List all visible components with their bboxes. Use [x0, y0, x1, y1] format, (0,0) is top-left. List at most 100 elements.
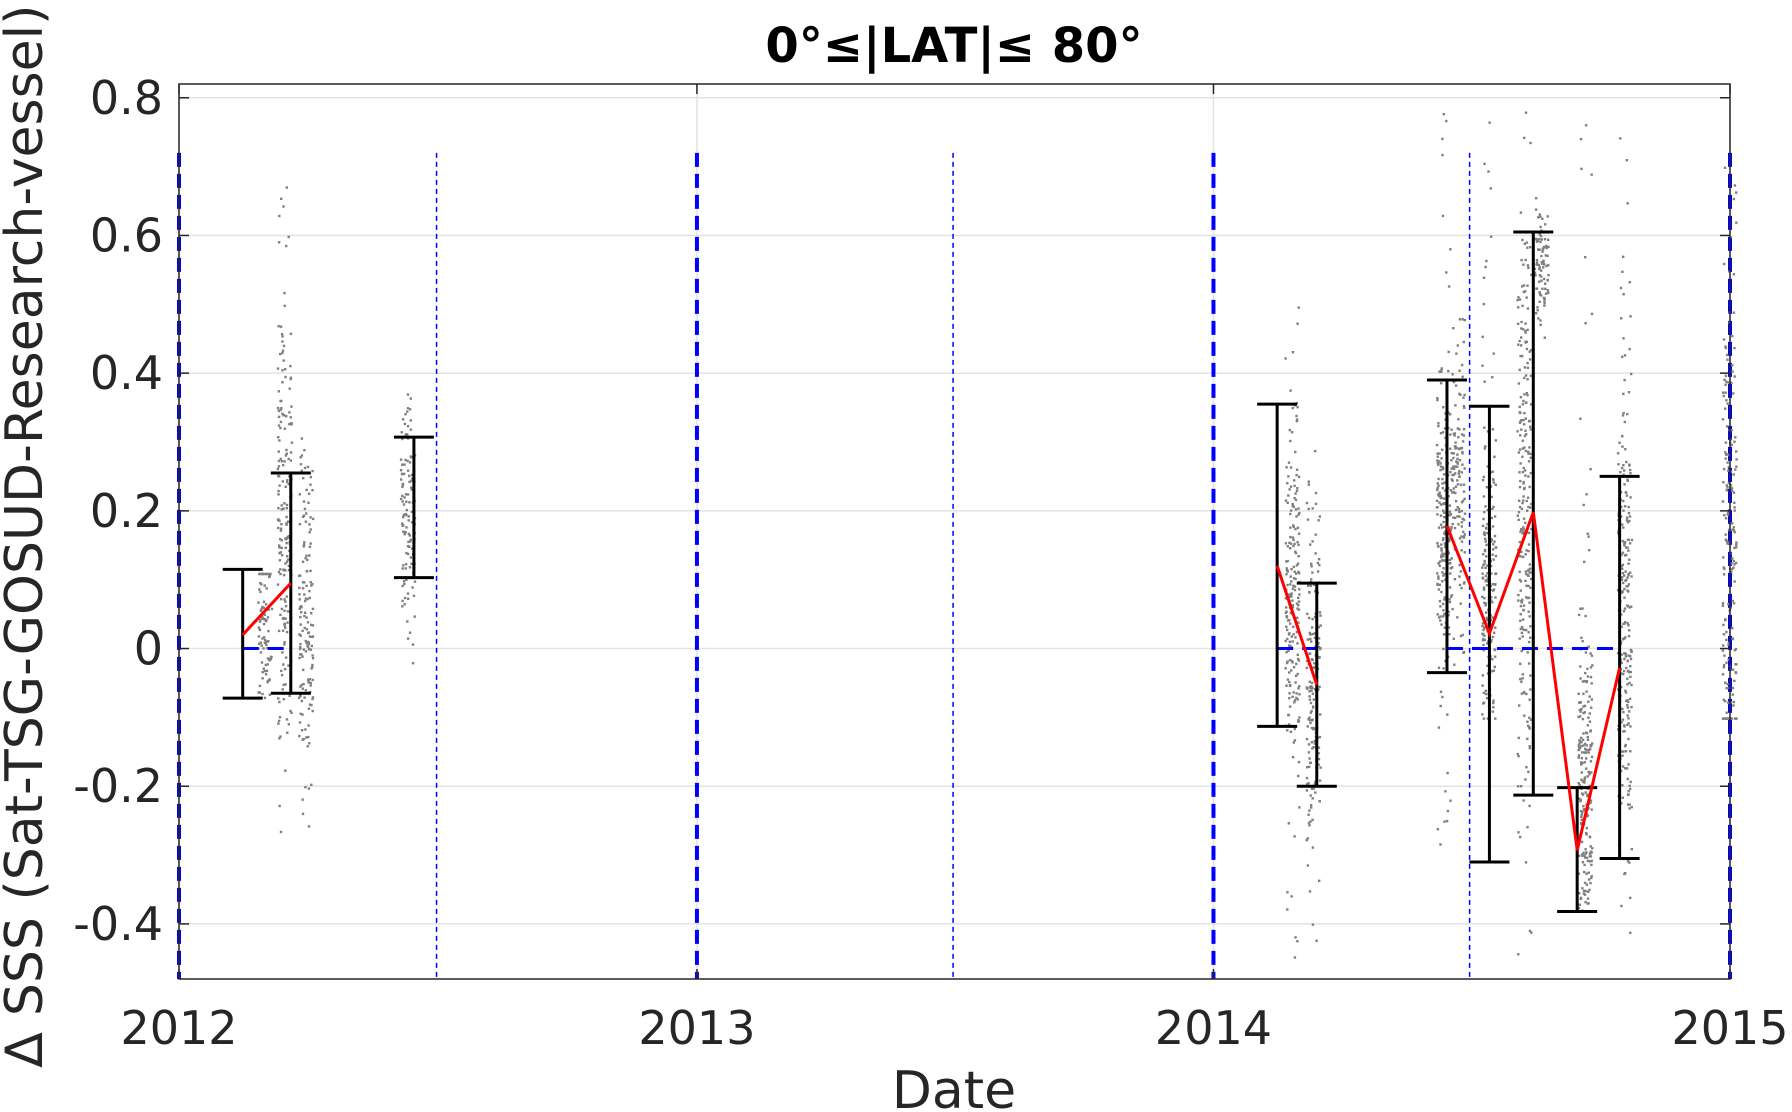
- scatter-point: [1527, 724, 1530, 727]
- scatter-point: [410, 486, 413, 489]
- scatter-point: [299, 712, 302, 715]
- scatter-point: [1730, 429, 1733, 432]
- scatter-point: [1443, 820, 1446, 823]
- scatter-point: [409, 419, 412, 422]
- scatter-point: [1521, 501, 1524, 505]
- scatter-point: [1461, 633, 1464, 637]
- scatter-point: [1449, 413, 1452, 416]
- scatter-point: [306, 621, 310, 624]
- scatter-point: [1525, 499, 1528, 503]
- scatter-point: [1494, 572, 1497, 576]
- scatter-point: [1517, 296, 1520, 299]
- scatter-point: [1460, 540, 1464, 543]
- scatter-point: [301, 581, 305, 584]
- scatter-point: [403, 533, 406, 536]
- scatter-point: [1732, 491, 1736, 494]
- scatter-point: [1619, 471, 1622, 474]
- scatter-point: [1578, 742, 1581, 745]
- scatter-point: [301, 629, 304, 633]
- scatter-point: [1438, 599, 1442, 603]
- scatter-point: [1529, 688, 1532, 691]
- scatter-point: [1290, 580, 1293, 583]
- scatter-point: [311, 696, 315, 699]
- scatter-point: [1724, 717, 1727, 720]
- scatter-point: [1306, 725, 1309, 728]
- scatter-point: [264, 663, 267, 667]
- scatter-point: [1536, 239, 1540, 242]
- scatter-point: [1584, 791, 1587, 794]
- scatter-point: [1627, 793, 1630, 796]
- scatter-point: [1543, 304, 1546, 307]
- scatter-point: [1586, 667, 1589, 670]
- scatter-point: [1732, 311, 1736, 314]
- scatter-point: [1530, 502, 1533, 506]
- scatter-point: [280, 197, 283, 200]
- scatter-point: [1436, 828, 1440, 831]
- scatter-point: [1442, 502, 1445, 505]
- scatter-point: [1437, 477, 1440, 481]
- scatter-point: [1438, 495, 1441, 498]
- scatter-point: [1534, 274, 1537, 277]
- scatter-point: [298, 721, 302, 724]
- scatter-point: [1484, 604, 1487, 607]
- scatter-point: [1722, 556, 1725, 559]
- scatter-point: [1587, 716, 1590, 719]
- scatter-point: [1630, 538, 1634, 542]
- scatter-point: [408, 474, 411, 478]
- scatter-point: [1310, 741, 1314, 744]
- scatter-point: [305, 488, 308, 492]
- scatter-point: [1585, 680, 1589, 683]
- scatter-point: [1527, 450, 1530, 453]
- scatter-point: [1443, 525, 1446, 528]
- scatter-point: [1539, 215, 1542, 218]
- x-tick-label: 2013: [638, 1001, 755, 1055]
- scatter-point: [1521, 304, 1524, 308]
- scatter-point: [1297, 570, 1300, 574]
- scatter-point: [1524, 521, 1527, 524]
- scatter-point: [1537, 263, 1541, 267]
- scatter-point: [1438, 564, 1441, 568]
- scatter-point: [1292, 505, 1295, 508]
- scatter-point: [1626, 478, 1629, 481]
- scatter-point: [1458, 470, 1461, 473]
- scatter-point: [1731, 627, 1734, 630]
- scatter-point: [1577, 744, 1580, 747]
- scatter-point: [1629, 750, 1632, 753]
- scatter-point: [402, 503, 406, 506]
- scatter-point: [285, 541, 288, 545]
- scatter-point: [1289, 389, 1292, 392]
- scatter-point: [1584, 124, 1588, 127]
- scatter-point: [1447, 540, 1451, 543]
- scatter-point: [1485, 486, 1489, 489]
- scatter-point: [1482, 691, 1486, 695]
- scatter-point: [406, 410, 409, 413]
- scatter-point: [1583, 870, 1586, 874]
- scatter-point: [304, 597, 308, 600]
- scatter-point: [1520, 649, 1523, 653]
- scatter-point: [1293, 835, 1296, 838]
- scatter-point: [1456, 465, 1459, 468]
- scatter-point: [1287, 822, 1290, 825]
- scatter-point: [269, 572, 272, 576]
- scatter-point: [1626, 677, 1629, 680]
- scatter-point: [1537, 248, 1540, 251]
- scatter-point: [1319, 614, 1322, 617]
- scatter-point: [1586, 890, 1590, 893]
- scatter-point: [1627, 505, 1630, 509]
- scatter-point: [288, 387, 291, 390]
- scatter-point: [278, 519, 281, 522]
- scatter-point: [258, 572, 261, 576]
- scatter-point: [1443, 626, 1446, 629]
- scatter-point: [1626, 521, 1630, 524]
- scatter-point: [279, 529, 283, 532]
- scatter-point: [1458, 537, 1462, 540]
- scatter-point: [311, 607, 315, 611]
- scatter-point: [1621, 523, 1624, 526]
- scatter-point: [1481, 335, 1484, 339]
- scatter-point: [1585, 883, 1589, 886]
- scatter-point: [1451, 479, 1454, 482]
- scatter-point: [1456, 453, 1459, 456]
- scatter-point: [1621, 445, 1624, 448]
- scatter-point: [1623, 505, 1627, 508]
- scatter-point: [284, 626, 287, 629]
